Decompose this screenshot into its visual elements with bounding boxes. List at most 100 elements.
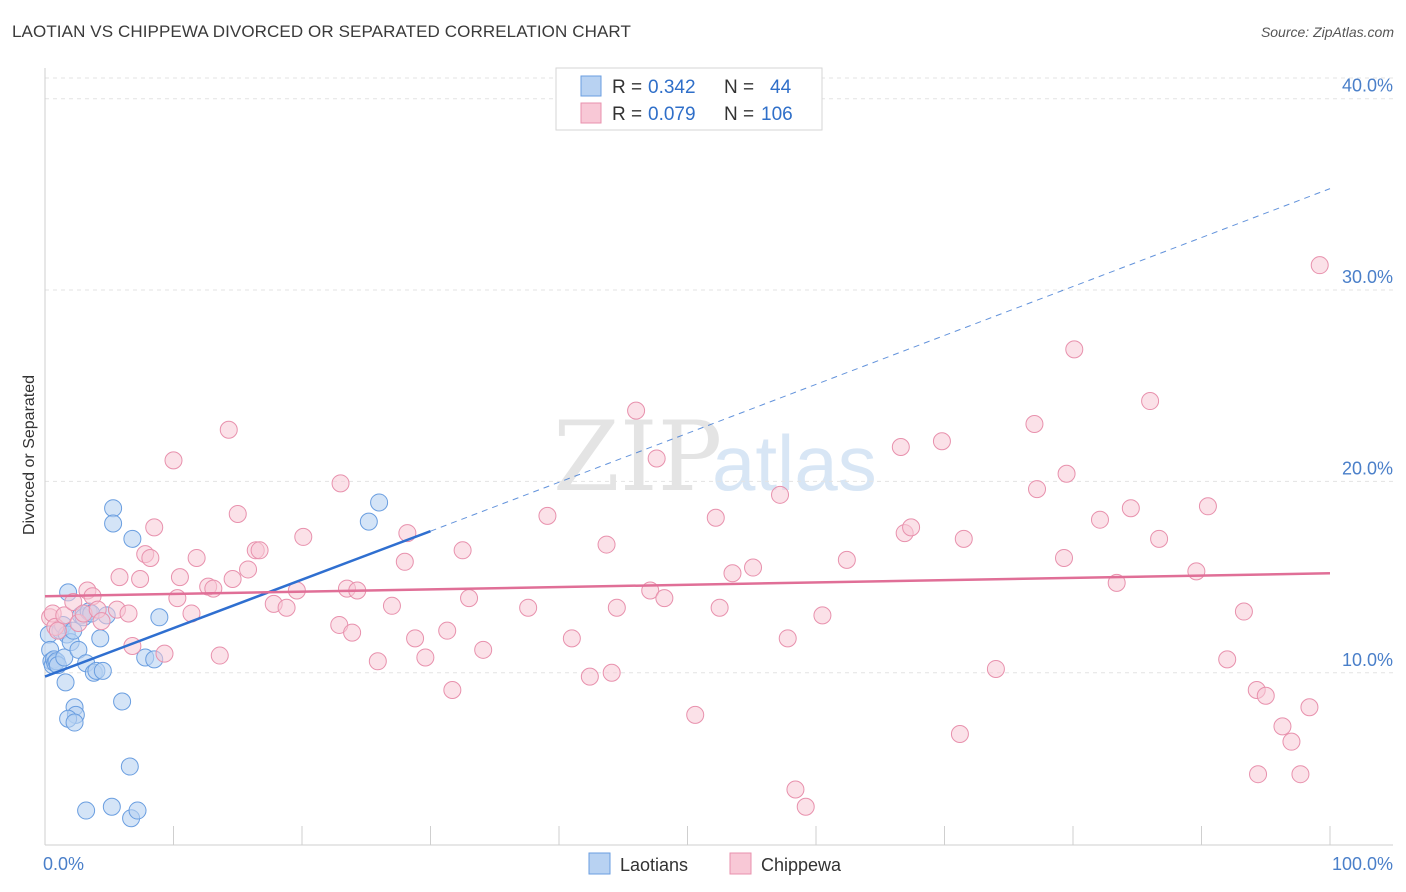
chippewa-trend-line (44, 572, 1331, 598)
chippewa-point-73 (786, 780, 805, 799)
laotian-point-44 (370, 493, 389, 512)
laotian-point-34 (120, 757, 139, 776)
chippewa-point-105 (1310, 256, 1329, 275)
chippewa-point-4 (55, 606, 74, 625)
chippewa-point-84 (1025, 415, 1044, 434)
chippewa-point-65 (655, 589, 674, 608)
laotian-point-25 (91, 629, 110, 648)
source-credit: Source: ZipAtlas.com (1260, 24, 1394, 40)
legend-r-label-chippewa: R = (612, 104, 642, 125)
laotian-point-38 (128, 801, 147, 820)
laotian-point-27 (56, 673, 75, 692)
chippewa-point-80 (932, 432, 951, 451)
y-tick-labels: 10.0% 20.0% 30.0% 40.0% (1342, 76, 1393, 670)
chart-title: LAOTIAN VS CHIPPEWA DIVORCED OR SEPARATE… (12, 22, 631, 41)
chippewa-point-31 (228, 504, 247, 523)
legend-n-value-chippewa: 106 (761, 104, 793, 125)
chippewa-point-58 (580, 667, 599, 686)
chippewa-point-81 (950, 725, 969, 744)
chippewa-point-30 (223, 570, 242, 589)
bottom-legend-swatch-laotian (588, 852, 611, 875)
y-tick-label-20: 20.0% (1342, 458, 1393, 478)
legend-r-value-chippewa: 0.079 (648, 104, 696, 125)
chippewa-point-99 (1249, 765, 1268, 784)
chippewa-point-90 (1107, 573, 1126, 592)
chippewa-point-29 (219, 420, 238, 439)
chippewa-point-53 (460, 589, 479, 608)
chippewa-point-104 (1300, 698, 1319, 717)
chippewa-point-95 (1198, 497, 1217, 516)
chippewa-point-96 (1218, 650, 1237, 669)
stats-legend: R = 0.342 N = 44 R = 0.079 N = 106 (555, 67, 823, 131)
y-tick-label-30: 30.0% (1342, 267, 1393, 287)
laotian-point-36 (102, 797, 121, 816)
laotian-point-29 (65, 713, 84, 732)
chippewa-point-83 (986, 659, 1005, 678)
y-tick-label-10: 10.0% (1342, 650, 1393, 670)
chippewa-point-100 (1256, 686, 1275, 705)
axes (44, 68, 1393, 846)
chippewa-point-36 (277, 598, 296, 617)
legend-r-value-laotian: 0.342 (648, 77, 696, 98)
x-tick-label-min: 0.0% (43, 854, 84, 874)
chippewa-point-67 (706, 508, 725, 527)
chippewa-point-103 (1291, 765, 1310, 784)
legend-n-value-laotian: 44 (770, 77, 792, 98)
chippewa-point-49 (416, 648, 435, 667)
laotian-point-35 (123, 529, 142, 548)
chippewa-point-11 (92, 612, 111, 631)
y-tick-label-40: 40.0% (1342, 76, 1393, 96)
chippewa-point-19 (145, 518, 164, 537)
laotian-point-42 (150, 608, 169, 627)
chippewa-point-34 (250, 541, 269, 560)
bottom-legend-label-laotian: Laotians (620, 855, 688, 875)
laotian-point-10 (55, 648, 74, 667)
chippewa-point-22 (168, 589, 187, 608)
chippewa-point-70 (744, 558, 763, 577)
chippewa-points (41, 256, 1329, 816)
chippewa-point-51 (443, 681, 462, 699)
x-tick-label-max: 100.0% (1332, 854, 1393, 874)
watermark-atlas: atlas (712, 419, 877, 507)
chippewa-point-89 (1090, 510, 1109, 529)
laotian-point-39 (77, 801, 96, 820)
chippewa-point-25 (187, 548, 206, 567)
chippewa-point-46 (395, 552, 414, 571)
chippewa-point-94 (1187, 562, 1206, 581)
chippewa-point-92 (1141, 392, 1160, 411)
chippewa-point-3 (48, 621, 67, 640)
chippewa-point-79 (902, 518, 921, 537)
chippewa-point-62 (627, 401, 646, 420)
chippewa-point-14 (119, 604, 138, 623)
watermark-zip: ZIP (553, 401, 722, 513)
chippewa-point-20 (155, 644, 174, 663)
chippewa-point-97 (1234, 602, 1253, 621)
chippewa-point-44 (368, 652, 387, 671)
chippewa-point-59 (597, 535, 616, 554)
chippewa-point-38 (294, 527, 313, 546)
chippewa-point-76 (837, 550, 856, 569)
chippewa-point-102 (1282, 732, 1301, 751)
bottom-legend-swatch-chippewa (729, 852, 752, 875)
chippewa-point-55 (519, 598, 538, 617)
chippewa-point-71 (771, 485, 790, 504)
laotian-point-43 (359, 512, 378, 531)
chippewa-point-88 (1065, 340, 1084, 359)
laotian-point-26 (93, 661, 112, 680)
legend-n-label-chippewa: N = (724, 104, 754, 125)
chippewa-point-40 (331, 474, 350, 493)
legend-swatch-laotian (580, 75, 602, 97)
chippewa-point-101 (1273, 717, 1292, 736)
y-axis-title: Divorced or Separated (21, 375, 38, 535)
laotian-trend-extension (430, 188, 1331, 532)
chippewa-point-52 (453, 541, 472, 560)
chippewa-point-87 (1057, 464, 1076, 483)
laotian-point-32 (104, 514, 123, 533)
chippewa-point-77 (891, 437, 910, 456)
chippewa-point-18 (141, 548, 160, 567)
series-legend: Laotians Chippewa (588, 852, 842, 875)
chippewa-point-16 (131, 570, 150, 589)
legend-n-label-laotian: N = (724, 77, 754, 98)
chippewa-point-61 (607, 598, 626, 617)
